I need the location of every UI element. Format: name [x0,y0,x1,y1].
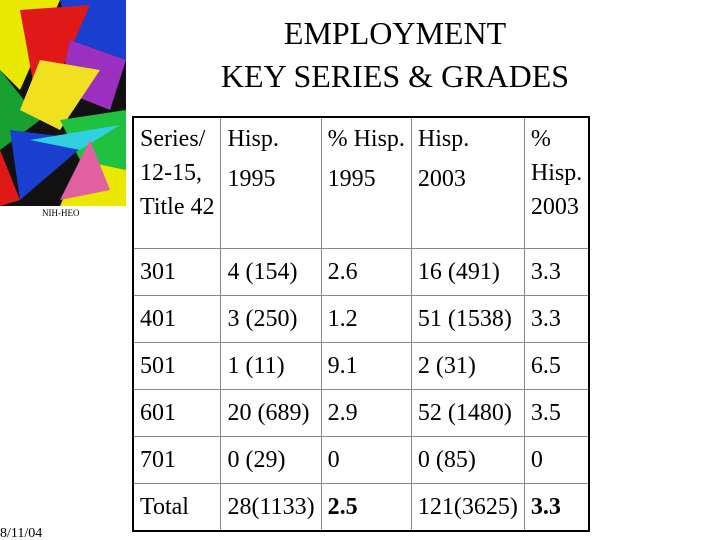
header-text: 2003 [417,166,466,192]
header-text: Series/ [140,126,206,152]
table-cell: 601 [132,389,222,437]
data-table: Series/12-15, Title 42 Hisp. 1995% Hisp. 199… [132,116,591,532]
header-text: 1995 [227,166,276,192]
header-cell: Hisp. 1995 [220,116,322,249]
header-text: 12-15, [140,160,202,186]
table-cell: 0 [320,436,412,484]
table-cell: 3 (250) [220,295,322,343]
header-text: Hisp. [530,160,583,186]
table-cell: 28(1133) [220,483,322,532]
table-cell: 3.5 [523,389,590,437]
table-cell: 0 (85) [410,436,525,484]
header-text: 1995 [327,166,376,192]
header-cell: Series/12-15, Title 42 [132,116,222,249]
table-cell: 2 (31) [410,342,525,390]
header-text: Hisp. [417,126,470,152]
table-cell: 121(3625) [410,483,525,532]
title-line: EMPLOYMENT [283,15,507,51]
table-cell: 301 [132,248,222,296]
table-row: 301 4 (154) 2.6 16 (491) 3.3 [132,248,590,296]
table-cell: 6.5 [523,342,590,390]
header-text: % Hisp. [327,126,405,152]
table-cell: 401 [132,295,222,343]
table-row: Total 28(1133) 2.5 121(3625) 3.3 [132,483,590,532]
table-cell: 2.5 [320,483,412,532]
table-cell: 52 (1480) [410,389,525,437]
logo-art [0,0,126,206]
logo-caption: NIH-HEO [42,208,80,218]
table-cell: 2.9 [320,389,412,437]
table-cell: 3.3 [523,295,590,343]
header-cell: % Hisp. 1995 [320,116,412,249]
header-cell: Hisp. 2003 [410,116,525,249]
table-cell: 1 (11) [220,342,322,390]
header-row: Series/12-15, Title 42 Hisp. 1995% Hisp. 199… [132,116,590,249]
header-text: Hisp. [227,126,279,152]
table-cell: 3.3 [523,483,590,532]
table-cell: Total [132,483,222,532]
table-cell: 0 (29) [220,436,322,484]
table-cell: 0 [523,436,590,484]
header-text: 2003 [530,194,579,220]
table-cell: 4 (154) [220,248,322,296]
table-cell: 16 (491) [410,248,525,296]
table-cell: 1.2 [320,295,412,343]
table-cell: 501 [132,342,222,390]
table-cell: 20 (689) [220,389,322,437]
table-cell: 51 (1538) [410,295,525,343]
title-line: KEY SERIES & GRADES [220,58,570,94]
table-row: 701 0 (29) 0 0 (85) 0 [132,436,590,484]
header-text: % [530,126,551,152]
table-row: 401 3 (250) 1.2 51 (1538) 3.3 [132,295,590,343]
table-cell: 9.1 [320,342,412,390]
table-row: 501 1 (11) 9.1 2 (31) 6.5 [132,342,590,390]
table-cell: 2.6 [320,248,412,296]
table-cell: 3.3 [523,248,590,296]
date: 8/11/04 [0,526,43,540]
slide-title: EMPLOYMENT KEY SERIES & GRADES [160,12,630,98]
table-row: 601 20 (689) 2.9 52 (1480) 3.5 [132,389,590,437]
table-cell: 701 [132,436,222,484]
header-text: Title 42 [140,194,215,220]
header-cell: % Hisp. 2003 [523,116,590,249]
